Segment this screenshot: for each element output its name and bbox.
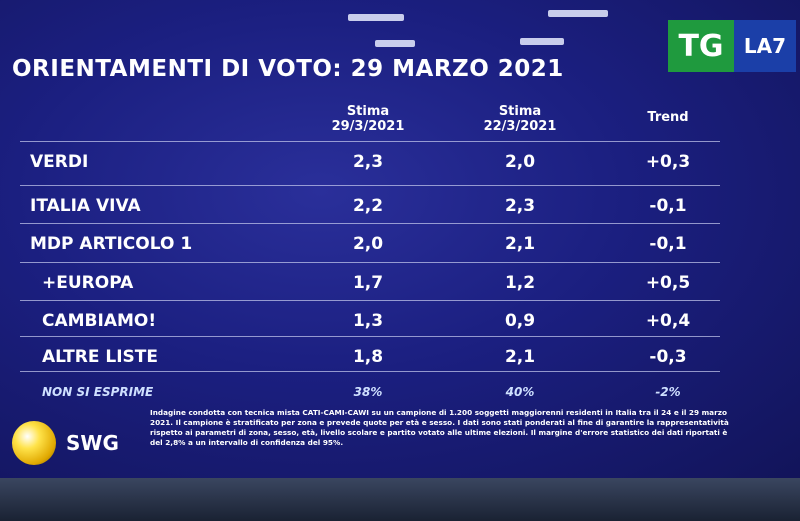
logo-la7: LA7 [734, 20, 796, 72]
row-separator [20, 185, 720, 186]
value-cell: 40% [505, 385, 535, 399]
row-separator [20, 141, 720, 142]
logo-tg: TG [668, 20, 734, 72]
value-cell: -2% [655, 385, 681, 399]
title: ORIENTAMENTI DI VOTO: 29 MARZO 2021 [12, 56, 564, 82]
column-header: Stima 29/3/2021 [298, 104, 438, 134]
value-cell: +0,5 [645, 273, 691, 293]
ceiling-light [375, 40, 415, 47]
value-cell: 2,1 [504, 234, 536, 254]
value-cell: 0,9 [504, 311, 536, 331]
column-header: Stima 22/3/2021 [450, 104, 590, 134]
value-cell: 2,3 [352, 152, 384, 172]
party-name: NON SI ESPRIME [42, 385, 154, 399]
ceiling-light [348, 14, 404, 21]
header-line: Stima [346, 104, 390, 119]
column-header: Trend [598, 110, 738, 125]
brand-name: SWG [66, 431, 119, 455]
value-cell: -0,1 [649, 196, 687, 216]
header-line: 29/3/2021 [331, 119, 405, 134]
ceiling-light [548, 10, 608, 17]
row-separator [20, 336, 720, 337]
party-name: VERDI [30, 152, 89, 172]
value-cell: +0,3 [645, 152, 691, 172]
value-cell: -0,3 [649, 347, 687, 367]
value-cell: 2,0 [504, 152, 536, 172]
brand-logo: SWG [12, 418, 142, 468]
party-name: ITALIA VIVA [30, 196, 141, 216]
value-cell: 2,2 [352, 196, 384, 216]
party-name: +EUROPA [42, 273, 134, 293]
header-line: Stima [498, 104, 542, 119]
party-name: ALTRE LISTE [42, 347, 159, 367]
value-cell: +0,4 [645, 311, 691, 331]
value-cell: 2,1 [504, 347, 536, 367]
value-cell: -0,1 [649, 234, 687, 254]
row-separator [20, 223, 720, 224]
value-cell: 1,8 [352, 347, 384, 367]
value-cell: 2,0 [352, 234, 384, 254]
screen: ORIENTAMENTI DI VOTO: 29 MARZO 2021 TG L… [0, 0, 800, 478]
channel-logo: TG LA7 [668, 20, 796, 72]
header-line: 22/3/2021 [483, 119, 557, 134]
row-separator [20, 300, 720, 301]
methodology-note: Indagine condotta con tecnica mista CATI… [150, 408, 729, 447]
party-name: MDP ARTICOLO 1 [30, 234, 193, 254]
brand-icon [12, 421, 56, 465]
row-separator [20, 371, 720, 372]
value-cell: 1,3 [352, 311, 384, 331]
value-cell: 38% [353, 385, 383, 399]
ceiling-light [520, 38, 564, 45]
value-cell: 2,3 [504, 196, 536, 216]
header-line: Trend [647, 110, 689, 125]
value-cell: 1,7 [352, 273, 384, 293]
value-cell: 1,2 [504, 273, 536, 293]
row-separator [20, 262, 720, 263]
tv-bezel [0, 478, 800, 521]
party-name: CAMBIAMO! [42, 311, 157, 331]
